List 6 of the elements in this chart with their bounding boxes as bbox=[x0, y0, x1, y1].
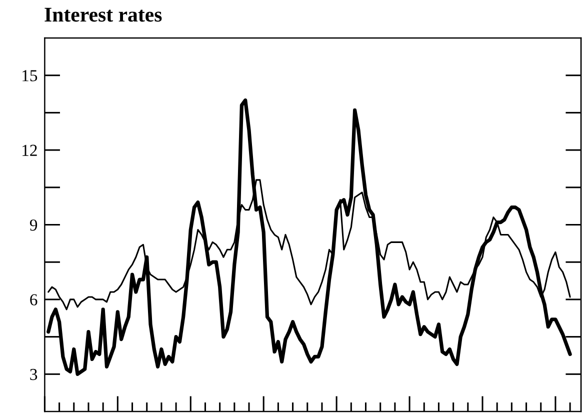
y-tick-label: 9 bbox=[30, 219, 38, 231]
chart-title: Interest rates bbox=[44, 8, 162, 22]
y-tick-label: 3 bbox=[30, 368, 38, 380]
y-tick-label: 6 bbox=[30, 294, 38, 306]
y-tick-label: 15 bbox=[22, 70, 38, 82]
y-tick-label: 12 bbox=[22, 144, 37, 156]
